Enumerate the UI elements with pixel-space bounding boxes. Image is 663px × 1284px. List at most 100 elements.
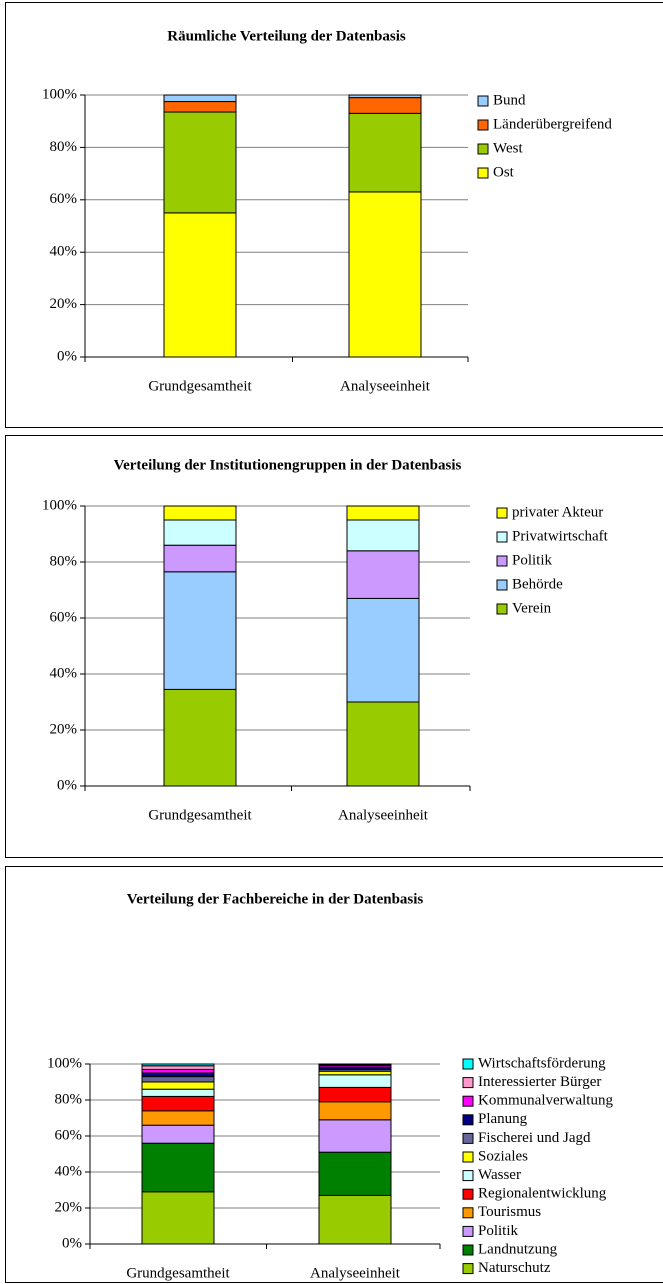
bar-segment — [348, 97, 422, 114]
bar-segment — [318, 1074, 392, 1088]
bar-segment — [163, 111, 237, 214]
legend-label: Behörde — [512, 576, 563, 592]
legend-label: Bund — [493, 92, 526, 108]
legend-swatch — [477, 95, 489, 107]
bar-segment — [141, 1110, 215, 1126]
bar-segment — [141, 1076, 215, 1083]
bar-segment — [141, 1095, 215, 1112]
y-tick-label: 60% — [50, 609, 78, 625]
bar-segment — [141, 1088, 215, 1097]
bar-segment — [346, 519, 420, 552]
legend-swatch — [462, 1095, 474, 1107]
y-tick-label: 60% — [50, 191, 78, 207]
legend-label: Tourismus — [478, 1204, 541, 1220]
bar-segment — [318, 1194, 392, 1245]
legend-label: Verein — [512, 600, 552, 616]
bar-segment — [163, 519, 237, 546]
legend-label: Interessierter Bürger — [478, 1074, 601, 1090]
y-tick-label: 100% — [42, 86, 77, 102]
bar-segment — [163, 212, 237, 358]
legend-label: Privatwirtschaft — [512, 528, 609, 544]
x-tick-label: Grundgesamtheit — [126, 1265, 230, 1281]
legend-swatch — [462, 1207, 474, 1219]
y-tick-label: 100% — [42, 497, 77, 513]
x-tick-label: Grundgesamtheit — [148, 378, 252, 394]
legend-label: Fischerei und Jagd — [478, 1130, 591, 1146]
bar-segment — [348, 191, 422, 358]
legend-label: Planung — [478, 1111, 528, 1127]
legend-label: Länderübergreifend — [493, 116, 612, 132]
chart-frame — [5, 2, 663, 428]
bar-segment — [346, 550, 420, 599]
bar-segment — [163, 505, 237, 521]
bar-segment — [346, 505, 420, 521]
y-tick-label: 80% — [50, 139, 78, 155]
bar-segment — [163, 688, 237, 787]
legend-label: West — [493, 140, 523, 156]
legend-swatch — [477, 119, 489, 131]
bar-segment — [141, 1081, 215, 1090]
chart-title: Verteilung der Institutionengruppen in d… — [114, 457, 462, 473]
y-tick-label: 20% — [55, 1199, 83, 1215]
legend-swatch — [496, 555, 508, 567]
legend-label: Naturschutz — [478, 1260, 551, 1276]
x-tick-label: Analyseeinheit — [338, 807, 429, 823]
legend-swatch — [462, 1244, 474, 1256]
chart-title: Verteilung der Fachbereiche in der Daten… — [127, 891, 424, 907]
legend-label: Politik — [512, 552, 553, 568]
bar-segment — [318, 1070, 392, 1076]
y-tick-label: 0% — [57, 777, 77, 793]
y-tick-label: 80% — [55, 1091, 83, 1107]
bar-segment — [346, 701, 420, 787]
legend-swatch — [462, 1132, 474, 1144]
y-tick-label: 100% — [47, 1055, 82, 1071]
bar-segment — [348, 94, 422, 99]
bar-segment — [318, 1086, 392, 1103]
legend-label: Ost — [493, 164, 515, 180]
bar-segment — [163, 94, 237, 103]
legend-label: privater Akteur — [512, 504, 603, 520]
y-tick-label: 0% — [62, 1235, 82, 1251]
x-tick-label: Analyseeinheit — [340, 378, 431, 394]
legend-swatch — [462, 1151, 474, 1163]
bar-segment — [141, 1142, 215, 1193]
legend-swatch — [462, 1077, 474, 1089]
bar-segment — [318, 1063, 392, 1066]
x-tick-label: Grundgesamtheit — [148, 807, 252, 823]
bar-segment — [141, 1065, 215, 1070]
bar-segment — [318, 1151, 392, 1196]
legend-swatch — [462, 1114, 474, 1126]
bar-segment — [141, 1124, 215, 1144]
y-tick-label: 20% — [50, 296, 78, 312]
y-tick-label: 60% — [55, 1127, 83, 1143]
legend-swatch — [496, 579, 508, 591]
bar-segment — [346, 597, 420, 703]
legend-label: Politik — [478, 1223, 519, 1239]
bar-segment — [163, 571, 237, 690]
legend-swatch — [496, 531, 508, 543]
legend-swatch — [462, 1225, 474, 1237]
legend-label: Regionalentwicklung — [478, 1186, 607, 1202]
bar-segment — [141, 1072, 215, 1078]
legend-label: Landnutzung — [478, 1241, 558, 1257]
bar-segment — [163, 544, 237, 573]
legend-label: Kommunalverwaltung — [478, 1093, 613, 1109]
legend-swatch — [496, 603, 508, 615]
legend-swatch — [462, 1263, 474, 1275]
legend-swatch — [477, 143, 489, 155]
chart-frame — [5, 435, 663, 858]
legend-swatch — [462, 1058, 474, 1070]
y-tick-label: 40% — [55, 1163, 83, 1179]
y-tick-label: 0% — [57, 348, 77, 364]
x-tick-label: Analyseeinheit — [310, 1265, 401, 1281]
y-tick-label: 40% — [50, 665, 78, 681]
legend-label: Soziales — [478, 1148, 528, 1164]
y-tick-label: 80% — [50, 553, 78, 569]
legend-label: Wasser — [478, 1167, 521, 1183]
bar-segment — [318, 1101, 392, 1121]
y-tick-label: 40% — [50, 244, 78, 260]
bar-segment — [348, 112, 422, 193]
bar-segment — [318, 1119, 392, 1153]
